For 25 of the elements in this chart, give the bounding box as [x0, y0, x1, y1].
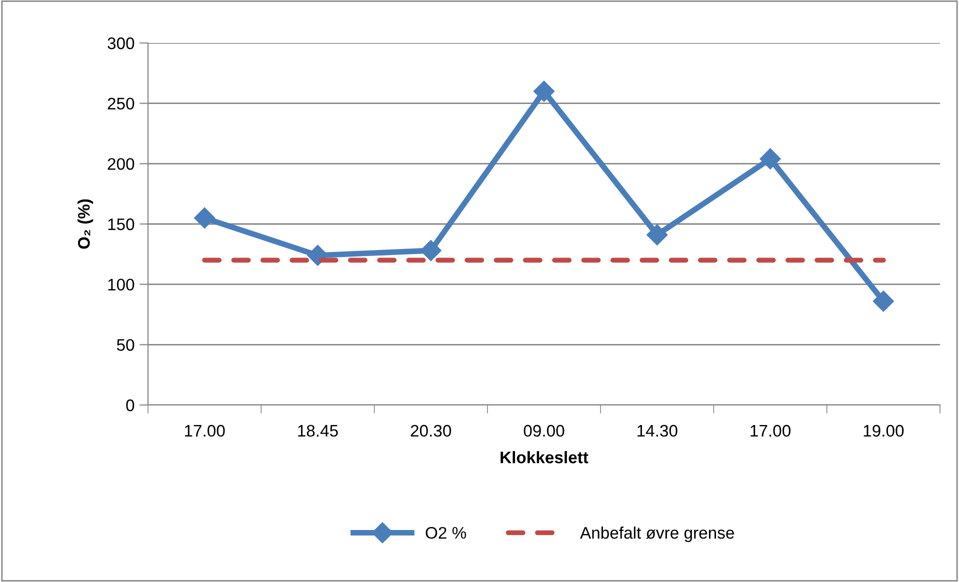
y-axis-title: O₂ (%)	[78, 199, 94, 249]
x-tick-label: 18.45	[298, 424, 338, 437]
point	[646, 224, 668, 246]
y-tick-label: 100	[108, 278, 134, 291]
point	[194, 207, 216, 228]
x-tick-label: 17.00	[750, 424, 790, 437]
x-tick-label: 19.00	[864, 424, 904, 437]
x-axis-title: Klokkeslett	[500, 451, 588, 464]
y-tick-label: 250	[108, 98, 134, 110]
x-tick-label: 09.00	[524, 424, 564, 437]
y-tick-label: 0	[126, 399, 134, 412]
point	[420, 240, 442, 262]
x-tick-label: 20.30	[410, 424, 452, 437]
y-tick-label: 150	[108, 218, 134, 230]
point	[307, 244, 328, 266]
point	[533, 80, 555, 102]
x-tick-label: 14.30	[638, 424, 678, 437]
point	[760, 148, 781, 170]
y-tick-label: 300	[108, 37, 134, 50]
y-tick-label: 200	[108, 158, 134, 170]
legend-label: O2 %	[426, 526, 466, 539]
x-tick-label: 17.00	[184, 424, 225, 437]
legend-label: Anbefalt øvre grense	[580, 526, 734, 542]
point	[872, 290, 894, 312]
y-tick-label: 50	[116, 339, 134, 351]
